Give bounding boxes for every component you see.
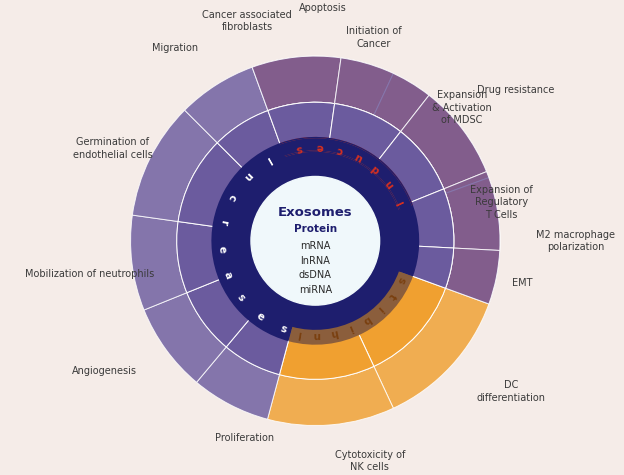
Wedge shape: [401, 95, 487, 189]
Text: i: i: [347, 323, 354, 333]
Text: e: e: [254, 311, 266, 323]
Text: d: d: [369, 162, 382, 175]
Wedge shape: [268, 366, 393, 426]
Text: Protein: Protein: [294, 224, 337, 234]
Text: h: h: [329, 327, 339, 339]
Text: lnRNA: lnRNA: [300, 256, 330, 266]
Wedge shape: [288, 271, 413, 345]
Wedge shape: [446, 248, 500, 304]
Text: M2 macrophage
polarization: M2 macrophage polarization: [536, 229, 615, 252]
Text: DC
differentiation: DC differentiation: [477, 380, 546, 403]
Text: Mobilization of neutrophils: Mobilization of neutrophils: [25, 268, 154, 278]
Text: n: n: [241, 170, 253, 182]
Text: T Cell
Apoptosis: T Cell Apoptosis: [300, 0, 347, 13]
Text: i: i: [376, 304, 385, 314]
Text: mRNA: mRNA: [300, 241, 331, 251]
Wedge shape: [374, 73, 489, 193]
Wedge shape: [227, 310, 292, 375]
Text: n: n: [384, 178, 396, 190]
Wedge shape: [268, 102, 334, 155]
Text: Drug resistance: Drug resistance: [477, 85, 554, 95]
Wedge shape: [185, 67, 268, 143]
Wedge shape: [132, 110, 217, 221]
Wedge shape: [354, 115, 446, 210]
Text: r: r: [218, 219, 228, 226]
Wedge shape: [212, 137, 419, 341]
Text: b: b: [361, 314, 372, 326]
Text: s: s: [235, 293, 246, 304]
Wedge shape: [374, 288, 489, 408]
Wedge shape: [217, 111, 285, 177]
Text: n: n: [313, 330, 320, 340]
Wedge shape: [401, 193, 454, 288]
Text: Proliferation: Proliferation: [215, 433, 274, 443]
Text: Migration: Migration: [152, 43, 198, 53]
Text: Expansion of
Regulatory
T Cells: Expansion of Regulatory T Cells: [470, 185, 533, 220]
Text: u: u: [353, 151, 364, 163]
Text: t: t: [386, 291, 397, 301]
Text: I: I: [264, 154, 273, 165]
Wedge shape: [187, 275, 257, 347]
Wedge shape: [178, 143, 251, 228]
Wedge shape: [268, 102, 374, 159]
Wedge shape: [446, 178, 500, 304]
Text: c: c: [335, 144, 344, 156]
Wedge shape: [252, 56, 341, 111]
Text: I: I: [296, 328, 302, 339]
Text: e: e: [217, 245, 227, 253]
Wedge shape: [197, 347, 280, 419]
Text: Cytotoxicity of
NK cells: Cytotoxicity of NK cells: [334, 450, 405, 472]
Wedge shape: [280, 137, 413, 210]
Text: s: s: [278, 323, 288, 335]
Text: Expansion
& Activation
of MDSC: Expansion & Activation of MDSC: [432, 90, 492, 125]
Text: e: e: [316, 142, 323, 152]
Circle shape: [225, 150, 406, 332]
Circle shape: [251, 177, 379, 305]
Wedge shape: [289, 272, 412, 343]
Wedge shape: [328, 104, 401, 169]
Wedge shape: [280, 323, 374, 380]
Text: Initiation of
Cancer: Initiation of Cancer: [346, 26, 402, 48]
Text: I: I: [395, 197, 406, 205]
Wedge shape: [354, 272, 446, 366]
Text: c: c: [226, 192, 238, 202]
Text: a: a: [222, 270, 233, 280]
Wedge shape: [213, 138, 418, 340]
Wedge shape: [401, 246, 454, 288]
Wedge shape: [399, 189, 454, 248]
Text: s: s: [394, 276, 406, 285]
Text: miRNA: miRNA: [299, 285, 332, 295]
Wedge shape: [177, 221, 232, 293]
Wedge shape: [280, 138, 412, 210]
Wedge shape: [371, 132, 444, 207]
Wedge shape: [130, 215, 187, 310]
Text: s: s: [295, 143, 303, 154]
Wedge shape: [252, 56, 393, 115]
Wedge shape: [334, 58, 429, 132]
Text: Cancer associated
fibroblasts: Cancer associated fibroblasts: [202, 10, 292, 32]
Text: Germination of
endothelial cells: Germination of endothelial cells: [72, 137, 152, 160]
Wedge shape: [144, 293, 227, 382]
Text: Exosomes: Exosomes: [278, 206, 353, 219]
Wedge shape: [444, 171, 500, 250]
Text: Angiogenesis: Angiogenesis: [72, 366, 137, 376]
Text: dsDNA: dsDNA: [299, 270, 332, 280]
Text: EMT: EMT: [512, 278, 532, 288]
